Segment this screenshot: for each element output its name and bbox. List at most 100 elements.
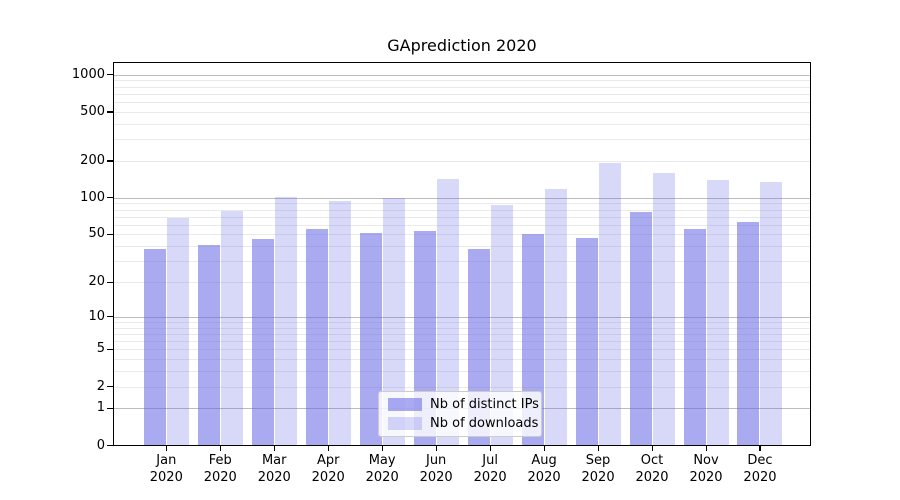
bar-downloads-mar [274,197,297,446]
bar-distinct-ips-apr [305,228,328,446]
bar-downloads-apr [328,200,351,446]
x-tick-label: Jul 2020 [473,453,507,485]
gridline-minor [113,321,811,323]
bar-downloads-oct [652,173,675,446]
gridline-minor [113,341,811,343]
x-tick-label: Dec 2020 [743,453,777,485]
x-tick-mark [165,446,167,451]
gridline-minor [113,216,811,218]
y-tick-label: 20 [88,274,105,290]
x-tick-mark [543,446,545,451]
x-tick-mark [759,446,761,451]
chart-title: GAprediction 2020 [387,36,537,55]
gridline-minor [113,160,811,162]
bar-downloads-jan [166,218,189,446]
y-tick-mark [107,281,113,283]
y-tick-label: 500 [80,103,105,119]
x-tick-label: Oct 2020 [635,453,669,485]
x-tick-mark [435,446,437,451]
y-tick-mark [107,348,113,351]
gridline-minor [113,261,811,263]
gridline-minor [113,371,811,373]
y-tick-mark [107,74,113,76]
gridline-minor [113,246,811,248]
y-tick-label: 100 [80,189,105,205]
bar-downloads-jun [436,178,459,446]
y-tick-mark [107,386,113,388]
y-tick-mark [107,316,113,318]
x-tick-mark [489,446,491,451]
gridline-minor [113,224,811,226]
legend-swatch-distinct-ips [388,398,422,412]
gridline-minor [113,349,811,351]
legend-swatch-downloads [388,416,422,430]
gridline-minor [113,333,811,335]
bar-downloads-dec [760,181,783,446]
legend-label-distinct-ips: Nb of distinct IPs [430,397,539,413]
x-tick-label: May 2020 [365,453,399,485]
y-tick-label: 50 [88,226,105,242]
y-tick-label: 2 [96,378,105,394]
bar-distinct-ips-jan [143,248,166,446]
x-tick-mark [219,446,221,451]
x-tick-mark [705,446,707,451]
x-tick-label: Nov 2020 [689,453,723,485]
plot-area [113,63,811,446]
x-tick-mark [273,446,275,451]
bar-downloads-sep [598,163,621,446]
gridline-minor [113,282,811,284]
bar-distinct-ips-may [359,233,382,446]
y-tick-label: 1000 [71,66,105,82]
gridline-major [113,316,811,318]
y-tick-mark [107,233,113,236]
gridline-minor [113,86,811,88]
gridline-major [113,197,811,199]
gridline-minor [113,123,811,125]
bar-distinct-ips-oct [629,212,652,446]
x-tick-label: Jun 2020 [419,453,453,485]
gridline-minor [113,80,811,82]
x-tick-label: Jan 2020 [149,453,183,485]
gridline-minor [113,386,811,388]
legend-label-downloads: Nb of downloads [430,415,539,431]
x-tick-mark [597,446,599,451]
x-tick-label: Sep 2020 [581,453,615,485]
gridline-minor [113,139,811,141]
y-tick-mark [107,407,113,409]
gridline-minor [113,209,811,211]
bar-distinct-ips-dec [737,222,760,446]
gridline-minor [113,359,811,361]
gridline-minor [113,93,811,95]
gridline-minor [113,111,811,113]
gridline-minor [113,327,811,329]
x-tick-label: Feb 2020 [203,453,237,485]
x-tick-mark [381,446,383,451]
y-tick-mark [107,111,113,113]
gridline-minor [113,234,811,236]
y-tick-label: 10 [88,308,105,324]
y-tick-label: 5 [96,341,105,357]
bar-downloads-feb [220,210,243,446]
x-tick-mark [651,446,653,451]
y-tick-label: 0 [96,437,105,453]
legend-item-distinct-ips: Nb of distinct IPs [379,397,541,412]
y-tick-label: 1 [96,400,105,416]
y-tick-mark [107,445,113,447]
bar-distinct-ips-nov [683,228,706,446]
x-tick-label: Aug 2020 [527,453,561,485]
bar-downloads-may [382,197,405,446]
bar-distinct-ips-sep [575,237,598,446]
gridline-minor [113,203,811,205]
y-tick-mark [107,160,113,162]
x-tick-mark [327,446,329,451]
x-tick-label: Mar 2020 [257,453,291,485]
legend: Nb of distinct IPs Nb of downloads [378,391,542,437]
gridline-major [113,74,811,76]
y-tick-mark [107,197,113,199]
bar-downloads-jul [490,204,513,446]
y-tick-label: 200 [80,152,105,168]
gridline-minor [113,102,811,104]
x-tick-label: Apr 2020 [311,453,345,485]
bar-distinct-ips-feb [197,244,220,446]
